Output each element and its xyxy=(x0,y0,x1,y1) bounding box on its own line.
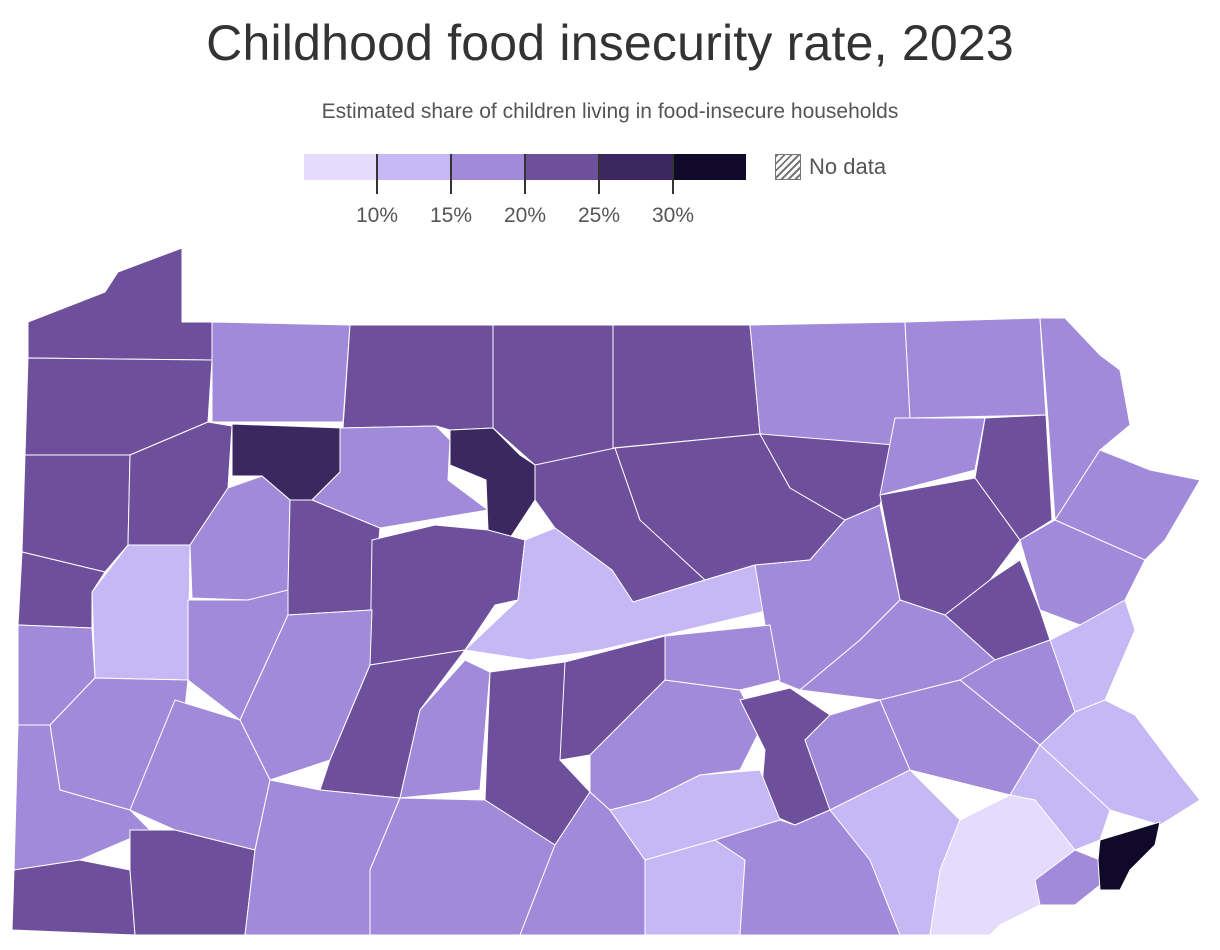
county-region xyxy=(27,247,213,361)
hatch-pattern-icon xyxy=(775,154,801,180)
county-region xyxy=(664,624,781,691)
county-region xyxy=(879,417,986,496)
legend-swatch-5 xyxy=(598,154,673,180)
county-region xyxy=(612,324,761,449)
county-region xyxy=(211,321,351,423)
county-region xyxy=(399,659,491,799)
county-region xyxy=(1039,317,1131,521)
legend-swatch-6 xyxy=(672,154,747,180)
legend-tick xyxy=(524,154,526,194)
county-region xyxy=(1039,699,1201,826)
county-region xyxy=(904,317,1047,419)
legend-break-label: 30% xyxy=(651,204,695,227)
county-region xyxy=(464,527,771,661)
legend-break-label: 15% xyxy=(429,204,473,227)
county-region xyxy=(974,414,1053,541)
county-region xyxy=(342,324,494,431)
legend-swatch-4 xyxy=(525,154,599,180)
county-region xyxy=(449,427,536,539)
county-region xyxy=(1097,821,1161,891)
chart-subtitle: Estimated share of children living in fo… xyxy=(321,100,899,123)
county-region xyxy=(749,321,911,446)
legend-tick xyxy=(450,154,452,194)
county-region xyxy=(129,829,256,936)
legend-break-label: 20% xyxy=(503,204,547,227)
county-region xyxy=(17,551,106,629)
legend-swatch-1 xyxy=(304,154,378,180)
no-data-legend: No data xyxy=(775,154,886,180)
county-region xyxy=(11,859,136,936)
legend-swatch-2 xyxy=(377,154,452,180)
chart-title: Childhood food insecurity rate, 2023 xyxy=(206,15,1014,71)
legend-tick xyxy=(376,154,378,194)
color-legend xyxy=(304,154,747,180)
no-data-label: No data xyxy=(809,154,887,179)
legend-tick xyxy=(672,154,674,194)
legend-tick xyxy=(598,154,600,194)
county-region xyxy=(492,324,614,466)
legend-break-label: 10% xyxy=(355,204,399,227)
legend-break-label: 25% xyxy=(577,204,621,227)
legend-swatch-3 xyxy=(451,154,526,180)
county-region xyxy=(21,454,131,573)
